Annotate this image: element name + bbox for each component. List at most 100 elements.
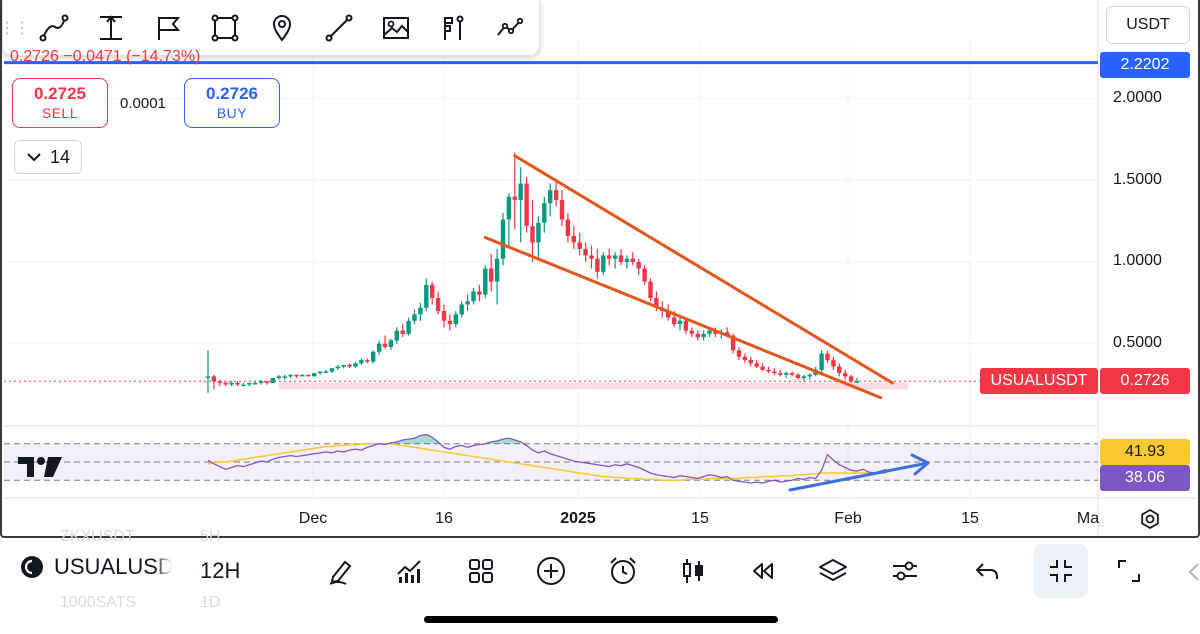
undo-button[interactable] xyxy=(964,548,1010,594)
candle-body xyxy=(205,376,211,378)
candle-body xyxy=(577,242,582,249)
candle-body xyxy=(542,203,547,223)
candle-body xyxy=(223,382,228,385)
sell-label: SELL xyxy=(41,105,79,121)
vertical-range-icon[interactable] xyxy=(82,0,139,56)
image-icon[interactable] xyxy=(367,0,424,56)
candle-body xyxy=(312,373,317,377)
anchored-vwap-icon[interactable] xyxy=(424,0,481,56)
layouts-button[interactable] xyxy=(458,548,504,594)
candle-body xyxy=(760,366,765,370)
candle-body xyxy=(536,222,541,243)
buy-price: 0.2726 xyxy=(206,84,258,103)
candle-body xyxy=(229,382,234,385)
wedge-lower-trendline xyxy=(483,235,883,400)
rsi-value-tag: 41.93 xyxy=(1100,439,1190,465)
candle-body xyxy=(500,219,506,259)
candle-body xyxy=(459,304,464,315)
candle-body xyxy=(624,258,630,262)
candle-body xyxy=(742,356,748,361)
sliders-icon xyxy=(893,561,917,581)
currency-selector[interactable]: USDT xyxy=(1106,6,1190,44)
indicator-collapse-toggle[interactable]: 14 xyxy=(14,140,82,174)
candle-body xyxy=(341,364,346,367)
grid-layer xyxy=(4,0,1196,536)
rewind-icon xyxy=(753,563,773,579)
candle-body xyxy=(412,314,417,321)
candle-body xyxy=(601,255,606,272)
add-button[interactable] xyxy=(528,548,574,594)
expand-button[interactable] xyxy=(1106,548,1152,594)
candle-body xyxy=(264,381,270,383)
candle-body xyxy=(831,360,836,367)
indicators-button[interactable] xyxy=(386,548,432,594)
objects-tree-button[interactable] xyxy=(810,548,856,594)
candle-body xyxy=(848,376,854,382)
chart-canvas[interactable] xyxy=(0,0,1200,538)
symbol-selector[interactable]: USUALUSDT xyxy=(20,554,172,580)
edge-arrow-icon xyxy=(1188,563,1199,581)
tradingview-logo-icon xyxy=(18,457,62,477)
candle-body xyxy=(807,374,812,377)
flag-icon[interactable] xyxy=(139,0,196,56)
candle-body xyxy=(677,320,683,325)
candle-body xyxy=(453,314,458,325)
interval-selector[interactable]: 12H xyxy=(200,558,241,583)
candle-body xyxy=(483,268,488,295)
buy-button[interactable]: 0.2726 BUY xyxy=(184,78,280,128)
candle-body xyxy=(736,350,742,357)
symbol-logo-icon xyxy=(21,556,43,578)
rsi-pane xyxy=(4,433,1098,484)
ghost-watchlist-interval: 1D xyxy=(200,594,221,611)
time-axis-label: 2025 xyxy=(560,510,596,527)
trend-line-icon[interactable] xyxy=(25,0,82,56)
time-axis-label: 15 xyxy=(691,510,709,527)
horizontal-line-price-tag: 2.2202 xyxy=(1100,52,1190,78)
path-icon[interactable] xyxy=(481,0,538,56)
scroll-handle[interactable] xyxy=(1186,562,1200,587)
alerts-button[interactable] xyxy=(600,548,646,594)
candle-body xyxy=(571,235,576,243)
segment-icon[interactable] xyxy=(310,0,367,56)
rsi-trend-arrow xyxy=(788,461,930,492)
grid-icon xyxy=(469,559,493,583)
chart-settings-button[interactable] xyxy=(1138,507,1162,531)
candle-body xyxy=(707,330,712,334)
pen-icon xyxy=(329,560,352,585)
rsi-arrow-head xyxy=(910,453,930,476)
candles-layer xyxy=(205,152,860,393)
candles-icon xyxy=(683,559,703,583)
pin-icon[interactable] xyxy=(253,0,310,56)
candle-body xyxy=(489,268,494,282)
candle-body xyxy=(294,374,299,377)
candle-body xyxy=(241,384,246,387)
candle-body xyxy=(270,378,276,383)
chevron-down-icon xyxy=(27,153,41,162)
candle-body xyxy=(388,340,394,347)
chart-type-button[interactable] xyxy=(670,548,716,594)
chart-properties-button[interactable] xyxy=(882,548,928,594)
candle-body xyxy=(335,366,340,369)
candle-body xyxy=(282,376,287,378)
candle-body xyxy=(247,382,252,385)
sell-button[interactable]: 0.2725 SELL xyxy=(12,78,108,128)
candle-body xyxy=(258,381,264,383)
candle-body xyxy=(548,190,553,204)
price-tick-label: 2.0000 xyxy=(1113,89,1162,106)
candle-body xyxy=(695,333,700,338)
candle-body xyxy=(506,196,512,220)
candle-body xyxy=(435,297,441,312)
layers-icon xyxy=(819,559,847,581)
rectangle-icon[interactable] xyxy=(196,0,253,56)
candle-body xyxy=(595,258,600,272)
exit-fullscreen-button[interactable] xyxy=(1034,544,1088,598)
rsi-ma-line xyxy=(207,442,887,482)
candle-body xyxy=(654,297,659,308)
candle-body xyxy=(518,183,523,200)
replay-button[interactable] xyxy=(740,548,786,594)
drawing-tools-button[interactable] xyxy=(318,548,364,594)
candle-body xyxy=(382,343,388,347)
toolbar-grip-icon[interactable]: ⋮⋮ xyxy=(0,19,30,37)
candle-body xyxy=(778,373,783,375)
